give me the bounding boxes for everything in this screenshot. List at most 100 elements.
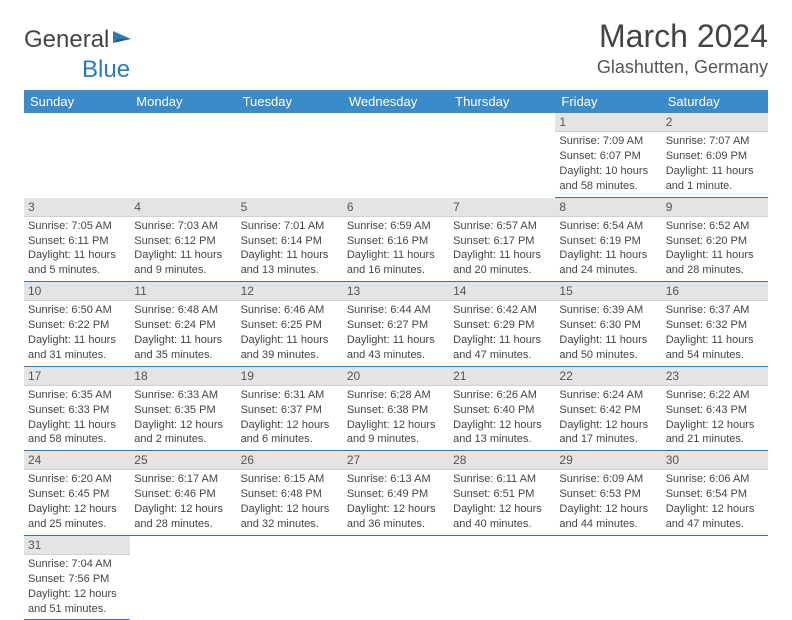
day-content: Sunrise: 6:37 AMSunset: 6:32 PMDaylight:… bbox=[662, 301, 768, 366]
day-content: Sunrise: 6:06 AMSunset: 6:54 PMDaylight:… bbox=[662, 470, 768, 535]
weekday-header: Tuesday bbox=[237, 90, 343, 113]
day-number: 19 bbox=[237, 367, 343, 386]
day-content: Sunrise: 6:57 AMSunset: 6:17 PMDaylight:… bbox=[449, 217, 555, 282]
empty-cell bbox=[343, 536, 449, 620]
day-cell: 24Sunrise: 6:20 AMSunset: 6:45 PMDayligh… bbox=[24, 451, 130, 536]
calendar-table: SundayMondayTuesdayWednesdayThursdayFrid… bbox=[24, 90, 768, 620]
week-row: 17Sunrise: 6:35 AMSunset: 6:33 PMDayligh… bbox=[24, 367, 768, 452]
weekday-header-row: SundayMondayTuesdayWednesdayThursdayFrid… bbox=[24, 90, 768, 113]
day-number: 20 bbox=[343, 367, 449, 386]
day-content: Sunrise: 6:22 AMSunset: 6:43 PMDaylight:… bbox=[662, 386, 768, 451]
day-cell: 31Sunrise: 7:04 AMSunset: 7:56 PMDayligh… bbox=[24, 536, 130, 620]
empty-cell bbox=[130, 536, 236, 620]
day-number: 12 bbox=[237, 282, 343, 301]
logo-text-2: Blue bbox=[82, 56, 768, 84]
day-content: Sunrise: 7:03 AMSunset: 6:12 PMDaylight:… bbox=[130, 217, 236, 282]
day-content: Sunrise: 7:01 AMSunset: 6:14 PMDaylight:… bbox=[237, 217, 343, 282]
day-cell: 28Sunrise: 6:11 AMSunset: 6:51 PMDayligh… bbox=[449, 451, 555, 536]
day-content: Sunrise: 6:52 AMSunset: 6:20 PMDaylight:… bbox=[662, 217, 768, 282]
day-content: Sunrise: 6:44 AMSunset: 6:27 PMDaylight:… bbox=[343, 301, 449, 366]
day-number: 29 bbox=[555, 451, 661, 470]
day-cell: 26Sunrise: 6:15 AMSunset: 6:48 PMDayligh… bbox=[237, 451, 343, 536]
day-cell: 6Sunrise: 6:59 AMSunset: 6:16 PMDaylight… bbox=[343, 198, 449, 283]
day-cell: 15Sunrise: 6:39 AMSunset: 6:30 PMDayligh… bbox=[555, 282, 661, 367]
day-content: Sunrise: 6:26 AMSunset: 6:40 PMDaylight:… bbox=[449, 386, 555, 451]
day-cell: 8Sunrise: 6:54 AMSunset: 6:19 PMDaylight… bbox=[555, 198, 661, 283]
day-number: 14 bbox=[449, 282, 555, 301]
day-cell: 10Sunrise: 6:50 AMSunset: 6:22 PMDayligh… bbox=[24, 282, 130, 367]
day-cell: 27Sunrise: 6:13 AMSunset: 6:49 PMDayligh… bbox=[343, 451, 449, 536]
day-number: 22 bbox=[555, 367, 661, 386]
day-cell: 2Sunrise: 7:07 AMSunset: 6:09 PMDaylight… bbox=[662, 113, 768, 198]
day-cell: 25Sunrise: 6:17 AMSunset: 6:46 PMDayligh… bbox=[130, 451, 236, 536]
day-number: 18 bbox=[130, 367, 236, 386]
logo-text-1: General bbox=[24, 26, 109, 54]
week-row: 3Sunrise: 7:05 AMSunset: 6:11 PMDaylight… bbox=[24, 198, 768, 283]
day-content: Sunrise: 6:13 AMSunset: 6:49 PMDaylight:… bbox=[343, 470, 449, 535]
day-cell: 13Sunrise: 6:44 AMSunset: 6:27 PMDayligh… bbox=[343, 282, 449, 367]
day-cell: 4Sunrise: 7:03 AMSunset: 6:12 PMDaylight… bbox=[130, 198, 236, 283]
day-content: Sunrise: 7:05 AMSunset: 6:11 PMDaylight:… bbox=[24, 217, 130, 282]
day-cell: 29Sunrise: 6:09 AMSunset: 6:53 PMDayligh… bbox=[555, 451, 661, 536]
weekday-header: Sunday bbox=[24, 90, 130, 113]
empty-cell bbox=[449, 113, 555, 198]
day-content: Sunrise: 7:04 AMSunset: 7:56 PMDaylight:… bbox=[24, 555, 130, 620]
day-number: 27 bbox=[343, 451, 449, 470]
day-number: 23 bbox=[662, 367, 768, 386]
weekday-header: Wednesday bbox=[343, 90, 449, 113]
day-cell: 3Sunrise: 7:05 AMSunset: 6:11 PMDaylight… bbox=[24, 198, 130, 283]
day-number: 13 bbox=[343, 282, 449, 301]
day-number: 24 bbox=[24, 451, 130, 470]
empty-cell bbox=[343, 113, 449, 198]
day-content: Sunrise: 7:07 AMSunset: 6:09 PMDaylight:… bbox=[662, 132, 768, 197]
day-cell: 1Sunrise: 7:09 AMSunset: 6:07 PMDaylight… bbox=[555, 113, 661, 198]
empty-cell bbox=[449, 536, 555, 620]
weekday-header: Thursday bbox=[449, 90, 555, 113]
day-content: Sunrise: 6:09 AMSunset: 6:53 PMDaylight:… bbox=[555, 470, 661, 535]
day-content: Sunrise: 6:35 AMSunset: 6:33 PMDaylight:… bbox=[24, 386, 130, 451]
day-cell: 18Sunrise: 6:33 AMSunset: 6:35 PMDayligh… bbox=[130, 367, 236, 452]
month-title: March 2024 bbox=[597, 18, 768, 55]
day-number: 16 bbox=[662, 282, 768, 301]
day-number: 2 bbox=[662, 113, 768, 132]
day-cell: 21Sunrise: 6:26 AMSunset: 6:40 PMDayligh… bbox=[449, 367, 555, 452]
empty-cell bbox=[555, 536, 661, 620]
empty-cell bbox=[130, 113, 236, 198]
day-number: 30 bbox=[662, 451, 768, 470]
day-number: 21 bbox=[449, 367, 555, 386]
day-cell: 17Sunrise: 6:35 AMSunset: 6:33 PMDayligh… bbox=[24, 367, 130, 452]
day-cell: 5Sunrise: 7:01 AMSunset: 6:14 PMDaylight… bbox=[237, 198, 343, 283]
day-content: Sunrise: 6:15 AMSunset: 6:48 PMDaylight:… bbox=[237, 470, 343, 535]
day-content: Sunrise: 6:17 AMSunset: 6:46 PMDaylight:… bbox=[130, 470, 236, 535]
flag-icon bbox=[111, 26, 133, 54]
day-cell: 7Sunrise: 6:57 AMSunset: 6:17 PMDaylight… bbox=[449, 198, 555, 283]
day-cell: 16Sunrise: 6:37 AMSunset: 6:32 PMDayligh… bbox=[662, 282, 768, 367]
day-content: Sunrise: 6:31 AMSunset: 6:37 PMDaylight:… bbox=[237, 386, 343, 451]
day-content: Sunrise: 6:28 AMSunset: 6:38 PMDaylight:… bbox=[343, 386, 449, 451]
day-cell: 30Sunrise: 6:06 AMSunset: 6:54 PMDayligh… bbox=[662, 451, 768, 536]
day-number: 4 bbox=[130, 198, 236, 217]
day-number: 15 bbox=[555, 282, 661, 301]
day-cell: 23Sunrise: 6:22 AMSunset: 6:43 PMDayligh… bbox=[662, 367, 768, 452]
calendar-body: 1Sunrise: 7:09 AMSunset: 6:07 PMDaylight… bbox=[24, 113, 768, 620]
empty-cell bbox=[237, 113, 343, 198]
day-number: 11 bbox=[130, 282, 236, 301]
day-content: Sunrise: 6:20 AMSunset: 6:45 PMDaylight:… bbox=[24, 470, 130, 535]
day-cell: 9Sunrise: 6:52 AMSunset: 6:20 PMDaylight… bbox=[662, 198, 768, 283]
week-row: 1Sunrise: 7:09 AMSunset: 6:07 PMDaylight… bbox=[24, 113, 768, 198]
day-number: 1 bbox=[555, 113, 661, 132]
day-content: Sunrise: 6:24 AMSunset: 6:42 PMDaylight:… bbox=[555, 386, 661, 451]
day-cell: 19Sunrise: 6:31 AMSunset: 6:37 PMDayligh… bbox=[237, 367, 343, 452]
day-content: Sunrise: 6:33 AMSunset: 6:35 PMDaylight:… bbox=[130, 386, 236, 451]
empty-cell bbox=[662, 536, 768, 620]
day-cell: 20Sunrise: 6:28 AMSunset: 6:38 PMDayligh… bbox=[343, 367, 449, 452]
weekday-header: Saturday bbox=[662, 90, 768, 113]
week-row: 10Sunrise: 6:50 AMSunset: 6:22 PMDayligh… bbox=[24, 282, 768, 367]
day-number: 17 bbox=[24, 367, 130, 386]
day-cell: 14Sunrise: 6:42 AMSunset: 6:29 PMDayligh… bbox=[449, 282, 555, 367]
day-content: Sunrise: 6:46 AMSunset: 6:25 PMDaylight:… bbox=[237, 301, 343, 366]
day-content: Sunrise: 6:50 AMSunset: 6:22 PMDaylight:… bbox=[24, 301, 130, 366]
weekday-header: Friday bbox=[555, 90, 661, 113]
day-cell: 11Sunrise: 6:48 AMSunset: 6:24 PMDayligh… bbox=[130, 282, 236, 367]
day-number: 10 bbox=[24, 282, 130, 301]
